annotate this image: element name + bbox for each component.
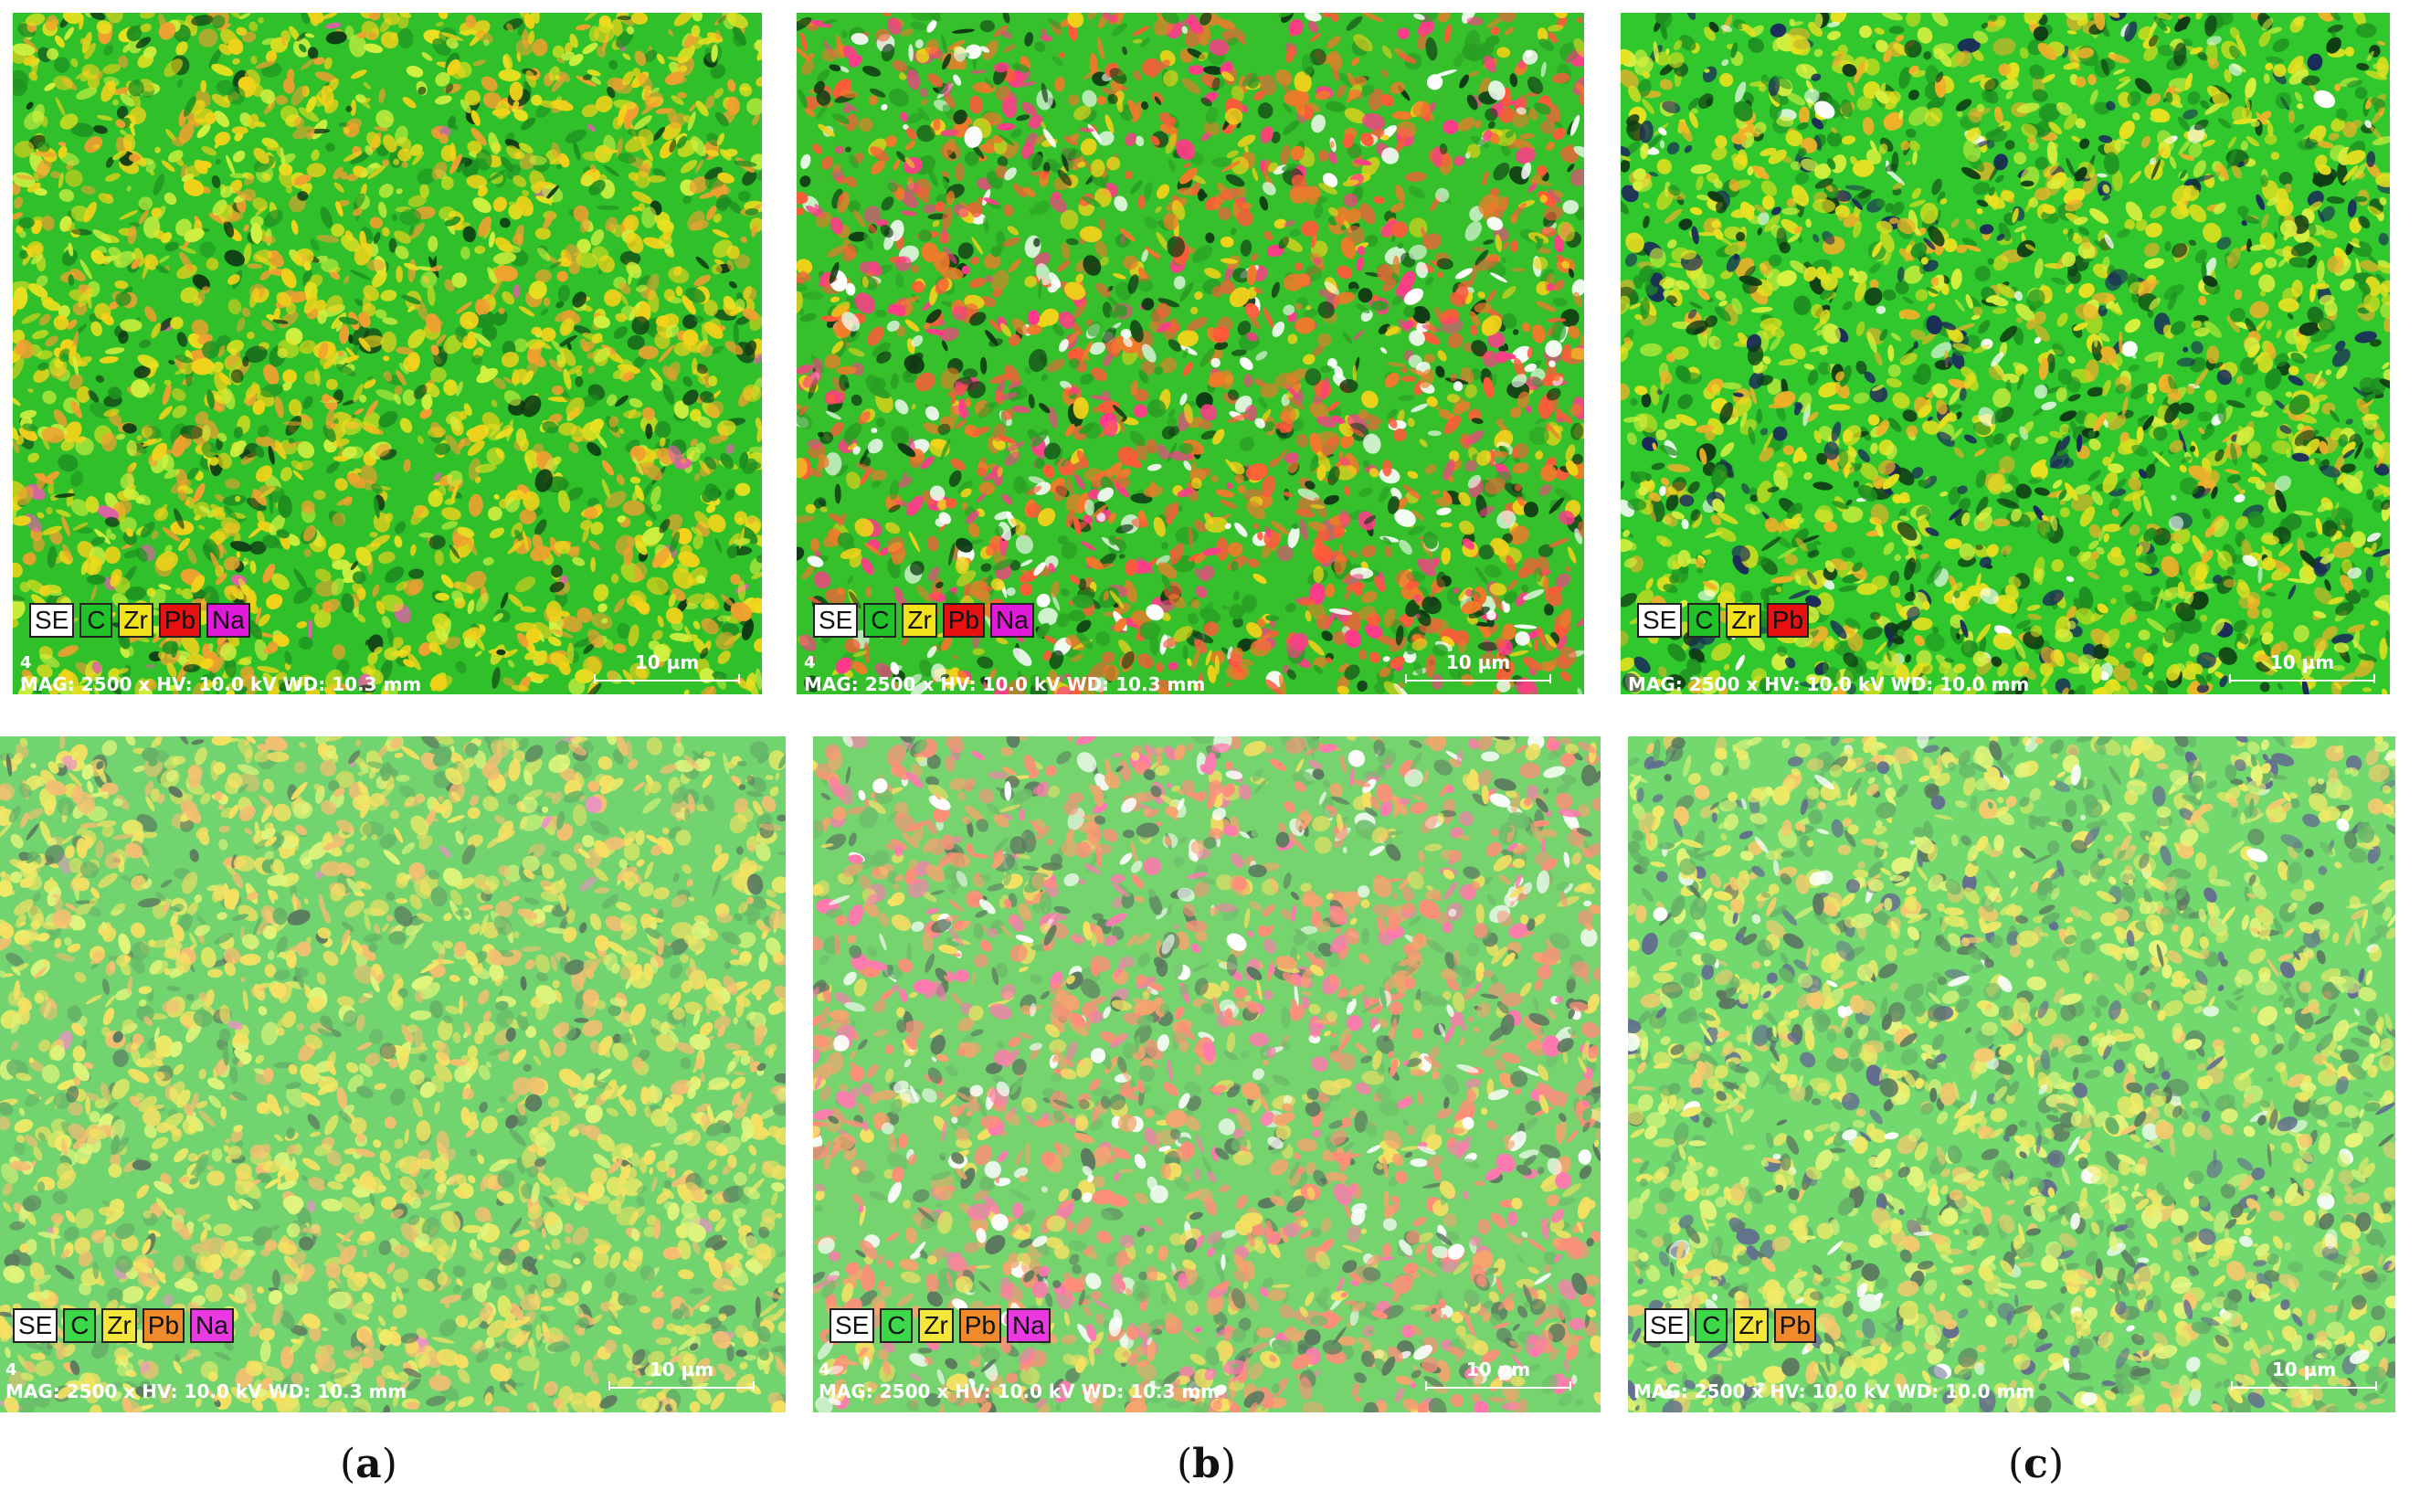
legend-chip-c: C (1687, 603, 1721, 638)
scale-bar-line (608, 1381, 755, 1390)
edx-map-c-bottom: SE C Zr Pb MAG: 2500 x HV: 10.0 kV WD: 10.0… (1628, 736, 2395, 1412)
legend-chip-c: C (863, 603, 897, 638)
image-index: 4 (819, 1360, 830, 1380)
image-index: 4 (20, 653, 32, 672)
caption-letter: a (355, 1441, 382, 1487)
caption-close: ) (381, 1441, 397, 1487)
scale-bar: 10 µm (594, 652, 740, 689)
element-legend: SE C Zr Pb Na (29, 603, 250, 638)
caption-c: (c) (2008, 1442, 2064, 1487)
caption-open: ( (2008, 1441, 2024, 1487)
legend-chip-na: Na (190, 1308, 234, 1343)
legend-chip-c: C (880, 1308, 914, 1343)
legend-chip-se: SE (1637, 603, 1683, 638)
legend-chip-pb: Pb (142, 1308, 185, 1343)
element-legend: SE C Zr Pb (1644, 1308, 1817, 1343)
edx-map-a-bottom: SE C Zr Pb Na 4 MAG: 2500 x HV: 10.0 kV WD: … (0, 736, 786, 1412)
acquisition-info: MAG: 2500 x HV: 10.0 kV WD: 10.3 mm (20, 673, 422, 694)
legend-chip-pb: Pb (1773, 1308, 1817, 1343)
caption-close: ) (1220, 1441, 1237, 1487)
caption-open: ( (340, 1441, 356, 1487)
acquisition-info: MAG: 2500 x HV: 10.0 kV WD: 10.3 mm (804, 673, 1206, 694)
legend-chip-se: SE (830, 1308, 875, 1343)
scale-bar: 10 µm (2229, 652, 2375, 689)
scale-bar-label: 10 µm (649, 1359, 714, 1380)
scale-bar: 10 µm (1425, 1359, 1571, 1396)
legend-chip-se: SE (13, 1308, 58, 1343)
acquisition-info: MAG: 2500 x HV: 10.0 kV WD: 10.3 mm (5, 1380, 407, 1402)
edx-map-b-bottom: SE C Zr Pb Na 4 MAG: 2500 x HV: 10.0 kV WD: … (813, 736, 1601, 1412)
scale-bar-line (1425, 1381, 1571, 1390)
edx-map-c-top: SE C Zr Pb MAG: 2500 x HV: 10.0 kV WD: 10.0… (1621, 13, 2390, 694)
scale-bar-line (2231, 1381, 2377, 1390)
scale-bar-line (2229, 674, 2375, 683)
scale-bar: 10 µm (2231, 1359, 2377, 1396)
edx-map-a-top: SE C Zr Pb Na 4 MAG: 2500 x HV: 10.0 kV WD: … (13, 13, 762, 694)
legend-chip-c: C (79, 603, 113, 638)
scale-bar-label: 10 µm (2269, 651, 2335, 673)
acquisition-info: MAG: 2500 x HV: 10.0 kV WD: 10.3 mm (819, 1380, 1221, 1402)
acquisition-info: MAG: 2500 x HV: 10.0 kV WD: 10.0 mm (1628, 673, 2030, 694)
image-index: 4 (5, 1360, 17, 1380)
legend-chip-zr: Zr (118, 603, 153, 638)
scale-bar: 10 µm (1405, 652, 1551, 689)
scale-bar-line (594, 674, 740, 683)
element-legend: SE C Zr Pb Na (830, 1308, 1051, 1343)
legend-chip-c: C (63, 1308, 97, 1343)
scale-bar: 10 µm (608, 1359, 755, 1396)
scale-bar-label: 10 µm (2271, 1359, 2337, 1380)
legend-chip-na: Na (1007, 1308, 1051, 1343)
element-legend: SE C Zr Pb Na (13, 1308, 234, 1343)
caption-letter: c (2024, 1441, 2048, 1487)
legend-chip-pb: Pb (1766, 603, 1810, 638)
caption-close: ) (2047, 1441, 2065, 1487)
element-legend: SE C Zr Pb Na (813, 603, 1034, 638)
legend-chip-na: Na (990, 603, 1034, 638)
legend-chip-zr: Zr (1726, 603, 1761, 638)
legend-chip-pb: Pb (942, 603, 986, 638)
image-index: 4 (804, 653, 816, 672)
legend-chip-se: SE (813, 603, 859, 638)
edx-texture (0, 736, 786, 1412)
caption-b: (b) (1177, 1442, 1236, 1487)
edx-texture (813, 736, 1601, 1412)
scale-bar-label: 10 µm (1445, 651, 1511, 673)
edx-texture (797, 13, 1584, 694)
scale-bar-line (1405, 674, 1551, 683)
legend-chip-zr: Zr (1733, 1308, 1769, 1343)
legend-chip-zr: Zr (101, 1308, 137, 1343)
legend-chip-c: C (1695, 1308, 1728, 1343)
scale-bar-label: 10 µm (1465, 1359, 1531, 1380)
edx-map-b-top: SE C Zr Pb Na 4 MAG: 2500 x HV: 10.0 kV WD: … (797, 13, 1584, 694)
edx-texture (1628, 736, 2395, 1412)
caption-a: (a) (340, 1442, 397, 1487)
scale-bar-label: 10 µm (634, 651, 700, 673)
legend-chip-zr: Zr (902, 603, 937, 638)
legend-chip-se: SE (29, 603, 75, 638)
acquisition-info: MAG: 2500 x HV: 10.0 kV WD: 10.0 mm (1633, 1380, 2035, 1402)
legend-chip-pb: Pb (158, 603, 202, 638)
edx-texture (13, 13, 762, 694)
caption-letter: b (1192, 1441, 1221, 1487)
legend-chip-na: Na (206, 603, 250, 638)
caption-open: ( (1177, 1441, 1193, 1487)
element-legend: SE C Zr Pb (1637, 603, 1810, 638)
legend-chip-zr: Zr (918, 1308, 954, 1343)
legend-chip-pb: Pb (958, 1308, 1002, 1343)
edx-texture (1621, 13, 2390, 694)
legend-chip-se: SE (1644, 1308, 1690, 1343)
